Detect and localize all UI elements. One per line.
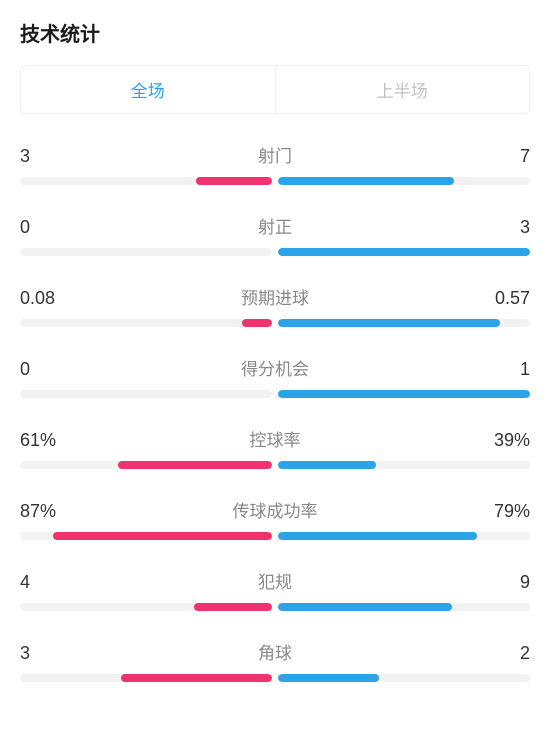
stat-labels: 0.08预期进球0.57 bbox=[20, 284, 530, 309]
stat-bar-right-track bbox=[278, 674, 530, 682]
stat-labels: 0射正3 bbox=[20, 213, 530, 238]
stat-name: 射正 bbox=[80, 213, 470, 238]
stat-labels: 87%传球成功率79% bbox=[20, 497, 530, 522]
stat-bar bbox=[20, 248, 530, 256]
stat-right-value: 79% bbox=[470, 501, 530, 522]
stat-bar-left-track bbox=[20, 177, 272, 185]
stat-left-value: 0 bbox=[20, 359, 80, 380]
stat-bar-left-fill bbox=[194, 603, 272, 611]
stat-left-value: 87% bbox=[20, 501, 80, 522]
stat-left-value: 3 bbox=[20, 643, 80, 664]
stat-bar-left-fill bbox=[53, 532, 272, 540]
stat-left-value: 3 bbox=[20, 146, 80, 167]
stat-row: 0.08预期进球0.57 bbox=[20, 284, 530, 327]
stat-labels: 4犯规9 bbox=[20, 568, 530, 593]
stat-bar-left-track bbox=[20, 390, 272, 398]
stat-name: 预期进球 bbox=[80, 284, 470, 309]
stat-left-value: 4 bbox=[20, 572, 80, 593]
stat-bar bbox=[20, 674, 530, 682]
stat-bar-left-track bbox=[20, 532, 272, 540]
stat-right-value: 3 bbox=[470, 217, 530, 238]
stat-bar-right-track bbox=[278, 532, 530, 540]
period-tabs: 全场 上半场 bbox=[20, 65, 530, 114]
stat-bar-right-fill bbox=[278, 674, 379, 682]
stat-right-value: 2 bbox=[470, 643, 530, 664]
stat-bar-left-track bbox=[20, 674, 272, 682]
stat-labels: 3射门7 bbox=[20, 142, 530, 167]
stats-list: 3射门70射正30.08预期进球0.570得分机会161%控球率39%87%传球… bbox=[20, 142, 530, 682]
stat-row: 0得分机会1 bbox=[20, 355, 530, 398]
stat-labels: 3角球2 bbox=[20, 639, 530, 664]
tab-1[interactable]: 上半场 bbox=[275, 66, 530, 113]
stat-bar-left-track bbox=[20, 319, 272, 327]
page-title: 技术统计 bbox=[20, 18, 530, 47]
stat-bar-right-fill bbox=[278, 177, 454, 185]
stat-left-value: 0 bbox=[20, 217, 80, 238]
stat-bar-right-track bbox=[278, 319, 530, 327]
stat-right-value: 1 bbox=[470, 359, 530, 380]
stat-bar-right-track bbox=[278, 603, 530, 611]
stat-bar bbox=[20, 461, 530, 469]
stat-bar-left-track bbox=[20, 461, 272, 469]
stat-bar bbox=[20, 603, 530, 611]
stat-row: 61%控球率39% bbox=[20, 426, 530, 469]
stat-labels: 0得分机会1 bbox=[20, 355, 530, 380]
stat-bar-right-track bbox=[278, 390, 530, 398]
stat-labels: 61%控球率39% bbox=[20, 426, 530, 451]
stat-name: 角球 bbox=[80, 639, 470, 664]
stat-right-value: 39% bbox=[470, 430, 530, 451]
stat-bar-left-fill bbox=[242, 319, 272, 327]
stat-bar-right-track bbox=[278, 177, 530, 185]
stat-name: 犯规 bbox=[80, 568, 470, 593]
stat-row: 4犯规9 bbox=[20, 568, 530, 611]
tab-label: 全场 bbox=[131, 82, 165, 101]
stat-bar-right-fill bbox=[278, 248, 530, 256]
stat-row: 3角球2 bbox=[20, 639, 530, 682]
stat-bar bbox=[20, 532, 530, 540]
stat-bar-right-fill bbox=[278, 603, 452, 611]
stat-right-value: 9 bbox=[470, 572, 530, 593]
stat-row: 0射正3 bbox=[20, 213, 530, 256]
stat-left-value: 0.08 bbox=[20, 288, 80, 309]
stat-bar-right-fill bbox=[278, 461, 376, 469]
stat-bar bbox=[20, 319, 530, 327]
stat-name: 传球成功率 bbox=[80, 497, 470, 522]
stat-bar-right-track bbox=[278, 248, 530, 256]
stats-panel: 技术统计 全场上半场 3射门70射正30.08预期进球0.570得分机会161%… bbox=[0, 0, 550, 682]
stat-bar-left-fill bbox=[196, 177, 272, 185]
stat-bar-left-fill bbox=[121, 674, 272, 682]
tab-0[interactable]: 全场 bbox=[21, 66, 275, 113]
stat-name: 控球率 bbox=[80, 426, 470, 451]
stat-right-value: 7 bbox=[470, 146, 530, 167]
stat-bar-right-track bbox=[278, 461, 530, 469]
stat-row: 87%传球成功率79% bbox=[20, 497, 530, 540]
stat-name: 得分机会 bbox=[80, 355, 470, 380]
stat-bar-left-track bbox=[20, 248, 272, 256]
stat-bar bbox=[20, 390, 530, 398]
stat-bar bbox=[20, 177, 530, 185]
stat-bar-right-fill bbox=[278, 390, 530, 398]
stat-left-value: 61% bbox=[20, 430, 80, 451]
stat-bar-right-fill bbox=[278, 319, 500, 327]
stat-name: 射门 bbox=[80, 142, 470, 167]
tab-label: 上半场 bbox=[377, 82, 428, 101]
stat-bar-right-fill bbox=[278, 532, 477, 540]
stat-bar-left-track bbox=[20, 603, 272, 611]
stat-bar-left-fill bbox=[118, 461, 272, 469]
stat-right-value: 0.57 bbox=[470, 288, 530, 309]
stat-row: 3射门7 bbox=[20, 142, 530, 185]
